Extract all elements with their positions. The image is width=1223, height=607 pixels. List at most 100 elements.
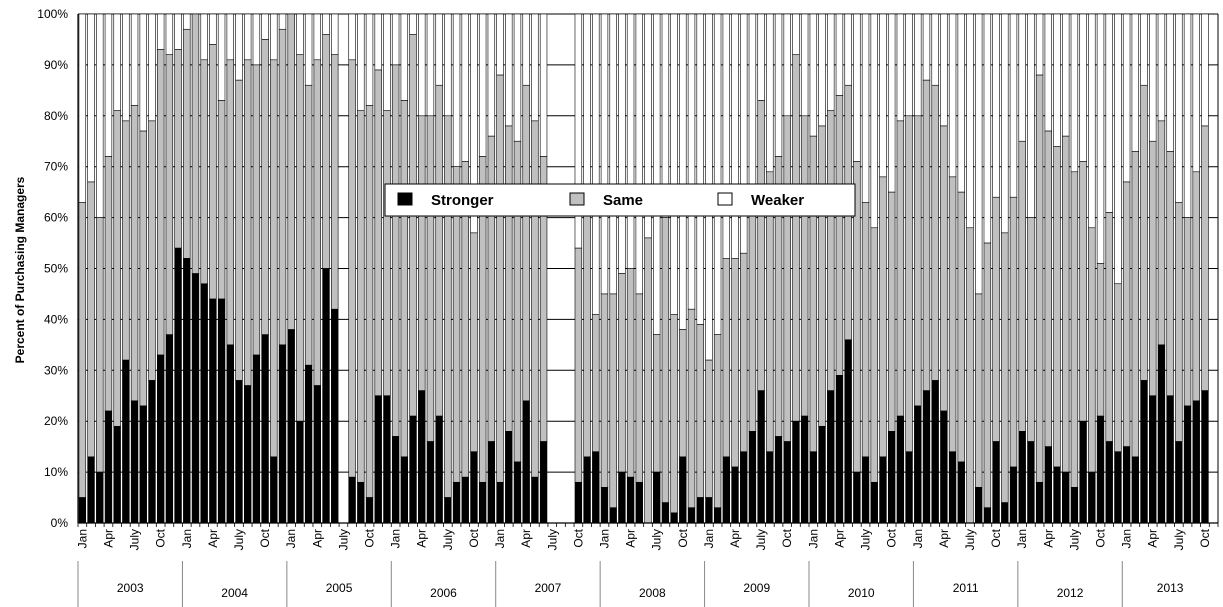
- bar-stack: [766, 13, 774, 524]
- x-tick-label: July: [128, 529, 142, 550]
- bar-weaker: [331, 13, 339, 56]
- bar-stack: [244, 13, 252, 524]
- bar-stack: [583, 13, 591, 524]
- bar-stronger: [835, 375, 844, 524]
- bar-weaker: [244, 13, 252, 61]
- x-tick-label: Jan: [1015, 529, 1029, 548]
- x-tick-label: Apr: [206, 529, 220, 548]
- bar-same: [1122, 181, 1131, 447]
- bar-weaker: [1035, 13, 1044, 76]
- bar-stronger: [130, 400, 139, 524]
- x-tick-label: Oct: [258, 528, 272, 547]
- bar-stack: [1122, 13, 1131, 524]
- bar-stronger: [322, 268, 330, 524]
- bar-weaker: [914, 13, 922, 117]
- bar-stack: [365, 13, 374, 524]
- bar-stack: [905, 13, 913, 524]
- bar-weaker: [974, 13, 983, 295]
- bar-stronger: [244, 385, 252, 524]
- bar-same: [905, 115, 913, 453]
- bar-weaker: [792, 13, 800, 56]
- bar-same: [661, 217, 670, 503]
- bar-stronger: [313, 385, 322, 524]
- bar-stronger: [1062, 471, 1070, 524]
- year-label: 2010: [848, 586, 875, 600]
- bar-weaker: [357, 13, 365, 112]
- x-tick-label: Oct: [467, 528, 481, 547]
- year-label: 2004: [221, 586, 248, 600]
- bar-stronger: [522, 400, 530, 524]
- bar-stronger: [209, 298, 217, 524]
- bar-stronger: [496, 481, 504, 524]
- bar-stack: [1088, 13, 1096, 524]
- bar-stack: [226, 13, 234, 524]
- x-tick-label: Jan: [493, 529, 507, 548]
- bar-stack: [792, 13, 800, 524]
- bar-same: [1053, 146, 1061, 468]
- bar-same: [957, 191, 965, 463]
- bar-weaker: [940, 13, 948, 127]
- bar-same: [783, 115, 791, 442]
- bar-stack: [487, 13, 496, 524]
- bar-weaker: [78, 13, 87, 203]
- bar-stack: [278, 13, 287, 524]
- bar-stronger: [174, 247, 182, 524]
- bar-same: [409, 34, 417, 417]
- bar-same: [861, 202, 870, 458]
- bar-weaker: [1070, 13, 1079, 173]
- bar-weaker: [687, 13, 696, 310]
- bar-stack: [748, 13, 757, 524]
- bar-stronger: [156, 354, 165, 524]
- bar-stack: [426, 13, 435, 524]
- bar-same: [731, 258, 739, 468]
- bar-stronger: [609, 507, 617, 524]
- bar-same: [87, 181, 95, 458]
- bar-weaker: [487, 13, 496, 137]
- bar-stronger: [391, 436, 400, 524]
- bar-weaker: [122, 13, 130, 122]
- bar-same: [696, 324, 704, 498]
- x-tick-labels: Jan Apr July Oct Jan Apr July Oct Jan Apr July Oct J…: [75, 528, 1212, 550]
- bar-stronger: [183, 258, 191, 524]
- bar-weaker: [809, 13, 818, 137]
- x-tick-label: Jan: [702, 529, 716, 548]
- bar-weaker: [452, 13, 461, 167]
- bar-weaker: [104, 13, 113, 157]
- bar-same: [818, 125, 826, 427]
- bar-weaker: [1044, 13, 1052, 132]
- bar-same: [1062, 135, 1070, 473]
- bar-stronger: [1122, 446, 1131, 524]
- bar-same: [235, 79, 243, 381]
- bar-stack: [1192, 13, 1200, 524]
- bar-same: [148, 120, 156, 381]
- bar-weaker: [183, 13, 191, 30]
- bar-same: [1157, 120, 1166, 346]
- bar-stronger: [992, 441, 1000, 524]
- bar-stack: [722, 13, 731, 524]
- bar-weaker: [853, 13, 861, 162]
- bar-stack: [713, 13, 722, 524]
- bar-stack: [1070, 13, 1079, 524]
- bar-weaker: [922, 13, 931, 81]
- bar-stack: [783, 13, 791, 524]
- x-tick-label: Oct: [363, 528, 377, 547]
- bar-stack: [183, 13, 191, 524]
- bar-stronger: [478, 481, 487, 524]
- bar-same: [1096, 263, 1105, 417]
- bar-stack: [139, 13, 147, 524]
- bar-stack: [705, 13, 713, 524]
- bar-stack: [435, 13, 443, 524]
- legend-label: Weaker: [751, 192, 804, 209]
- bar-same: [757, 100, 765, 391]
- bar-weaker: [531, 13, 539, 122]
- bar-weaker: [635, 13, 643, 295]
- bar-stronger: [722, 456, 731, 524]
- bar-same: [1027, 217, 1035, 442]
- bar-stack: [931, 13, 939, 524]
- bar-weaker: [679, 13, 687, 330]
- bar-same: [879, 176, 887, 458]
- bar-same: [940, 125, 948, 412]
- bar-weaker: [600, 13, 609, 295]
- bar-stronger: [635, 481, 643, 524]
